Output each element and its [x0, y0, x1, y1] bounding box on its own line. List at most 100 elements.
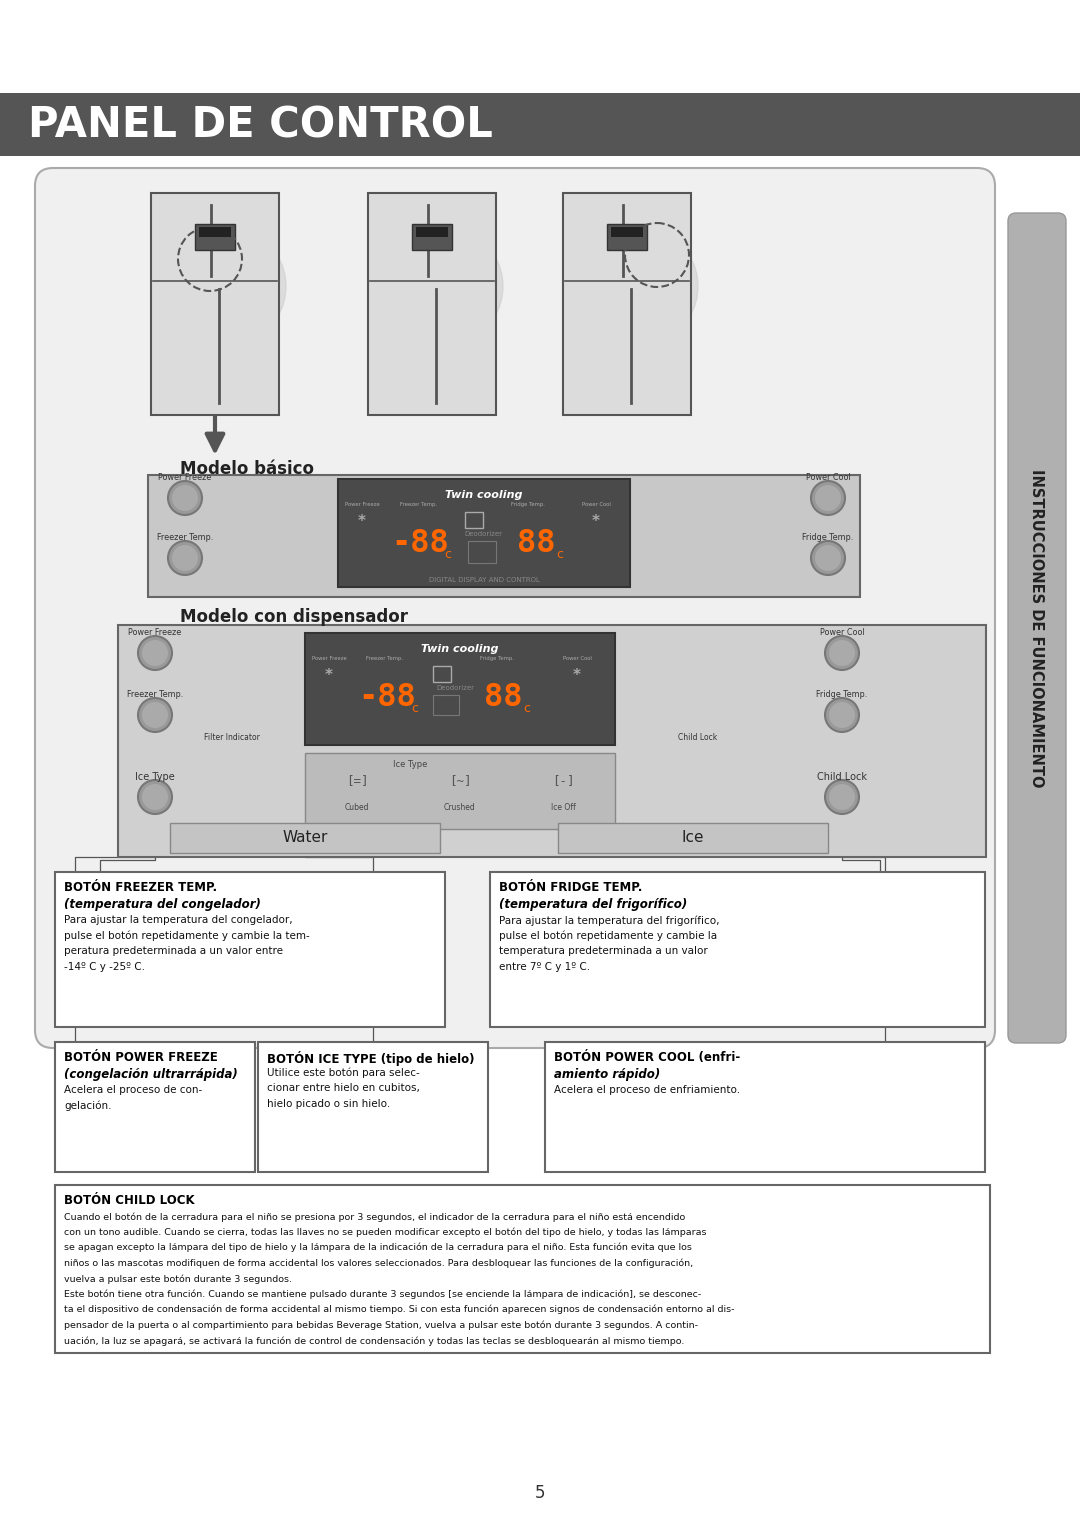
Bar: [607, 225, 647, 251]
Circle shape: [829, 784, 855, 810]
Text: Ice Type: Ice Type: [393, 759, 428, 769]
Text: Modelo básico: Modelo básico: [180, 460, 314, 478]
Text: *: *: [573, 668, 581, 683]
Text: c: c: [523, 701, 530, 715]
Bar: [558, 824, 828, 853]
Text: Power Freeze: Power Freeze: [159, 474, 212, 481]
Ellipse shape: [228, 244, 286, 329]
Text: Deodorizer: Deodorizer: [464, 532, 502, 536]
Circle shape: [811, 541, 845, 575]
Text: BOTÓN POWER COOL (enfri-: BOTÓN POWER COOL (enfri-: [554, 1051, 740, 1063]
Text: Ice Type: Ice Type: [135, 772, 175, 782]
Text: amiento rápido): amiento rápido): [554, 1068, 660, 1080]
Bar: [195, 225, 235, 251]
Bar: [545, 1042, 985, 1172]
Text: Ice: Ice: [681, 831, 704, 845]
Circle shape: [811, 481, 845, 515]
Text: Crushed: Crushed: [444, 804, 476, 813]
Text: Fridge Temp.: Fridge Temp.: [481, 656, 514, 662]
Bar: [199, 228, 231, 237]
Text: -88: -88: [391, 527, 449, 559]
Text: c: c: [444, 547, 451, 561]
Text: [-]: [-]: [552, 775, 575, 787]
Ellipse shape: [445, 244, 503, 329]
Circle shape: [815, 545, 841, 571]
Text: Fridge Temp.: Fridge Temp.: [816, 691, 867, 698]
Text: con un tono audible. Cuando se cierra, todas las llaves no se pueden modificar e: con un tono audible. Cuando se cierra, t…: [64, 1227, 706, 1238]
Text: Power Freeze: Power Freeze: [129, 628, 181, 637]
Bar: [411, 225, 453, 251]
Text: pulse el botón repetidamente y cambie la: pulse el botón repetidamente y cambie la: [499, 931, 717, 941]
Circle shape: [815, 484, 841, 510]
Text: ta el dispositivo de condensación de forma accidental al mismo tiempo. Si con es: ta el dispositivo de condensación de for…: [64, 1305, 734, 1314]
Text: Acelera el proceso de con-: Acelera el proceso de con-: [64, 1085, 202, 1096]
Text: Deodorizer: Deodorizer: [436, 685, 474, 691]
Text: *: *: [592, 513, 600, 529]
Text: *: *: [357, 513, 366, 529]
Circle shape: [825, 636, 859, 669]
Bar: [55, 1186, 990, 1352]
Bar: [563, 193, 691, 416]
Text: Power Cool: Power Cool: [820, 628, 864, 637]
Text: BOTÓN FREEZER TEMP.: BOTÓN FREEZER TEMP.: [64, 882, 217, 894]
Text: entre 7º C y 1º C.: entre 7º C y 1º C.: [499, 961, 590, 972]
Text: se apagan excepto la lámpara del tipo de hielo y la lámpara de la indicación de : se apagan excepto la lámpara del tipo de…: [64, 1242, 692, 1253]
Text: Para ajustar la temperatura del congelador,: Para ajustar la temperatura del congelad…: [64, 915, 293, 924]
Text: Fridge Temp.: Fridge Temp.: [511, 503, 545, 507]
Bar: [368, 193, 496, 416]
Circle shape: [138, 636, 172, 669]
Bar: [305, 753, 615, 830]
Text: Freezer Temp.: Freezer Temp.: [400, 503, 436, 507]
Bar: [465, 512, 483, 529]
Bar: [170, 824, 440, 853]
FancyBboxPatch shape: [1008, 212, 1066, 1044]
Text: temperatura predeterminada a un valor: temperatura predeterminada a un valor: [499, 946, 707, 957]
Text: Child Lock: Child Lock: [816, 772, 867, 782]
Text: Twin cooling: Twin cooling: [421, 643, 499, 654]
Text: 88: 88: [484, 681, 523, 712]
Bar: [55, 872, 445, 1027]
Text: peratura predeterminada a un valor entre: peratura predeterminada a un valor entre: [64, 946, 283, 957]
Text: Freezer Temp.: Freezer Temp.: [366, 656, 404, 662]
Bar: [433, 695, 459, 715]
Text: Ice Off: Ice Off: [551, 804, 576, 813]
Text: INSTRUCCIONES DE FUNCIONAMIENTO: INSTRUCCIONES DE FUNCIONAMIENTO: [1029, 469, 1044, 787]
Text: Power Freeze: Power Freeze: [345, 503, 379, 507]
Circle shape: [138, 779, 172, 814]
Circle shape: [141, 701, 168, 727]
Bar: [416, 228, 448, 237]
Circle shape: [141, 640, 168, 666]
Text: Fridge Temp.: Fridge Temp.: [802, 533, 853, 542]
Text: Child Lock: Child Lock: [678, 733, 717, 743]
Circle shape: [168, 481, 202, 515]
Text: niños o las mascotas modifiquen de forma accidental los valores seleccionados. P: niños o las mascotas modifiquen de forma…: [64, 1259, 693, 1268]
Text: PANEL DE CONTROL: PANEL DE CONTROL: [28, 105, 492, 147]
Text: BOTÓN ICE TYPE (tipo de hielo): BOTÓN ICE TYPE (tipo de hielo): [267, 1051, 474, 1067]
Text: [=]: [=]: [346, 775, 368, 787]
Text: Power Cool: Power Cool: [563, 656, 592, 662]
Text: 88: 88: [516, 527, 555, 559]
Text: BOTÓN FRIDGE TEMP.: BOTÓN FRIDGE TEMP.: [499, 882, 643, 894]
Text: Water: Water: [282, 831, 327, 845]
Bar: [611, 228, 643, 237]
Text: *: *: [325, 668, 333, 683]
Text: vuelva a pulsar este botón durante 3 segundos.: vuelva a pulsar este botón durante 3 seg…: [64, 1274, 292, 1284]
Bar: [433, 666, 451, 681]
Text: -88: -88: [359, 681, 416, 712]
Text: BOTÓN POWER FREEZE: BOTÓN POWER FREEZE: [64, 1051, 218, 1063]
Text: -14º C y -25º C.: -14º C y -25º C.: [64, 961, 145, 972]
Circle shape: [825, 698, 859, 732]
Text: BOTÓN CHILD LOCK: BOTÓN CHILD LOCK: [64, 1193, 194, 1207]
Text: Power Cool: Power Cool: [806, 474, 850, 481]
Text: Freezer Temp.: Freezer Temp.: [157, 533, 213, 542]
Text: pensador de la puerta o al compartimiento para bebidas Beverage Station, vuelva : pensador de la puerta o al compartimient…: [64, 1320, 698, 1329]
Text: cionar entre hielo en cubitos,: cionar entre hielo en cubitos,: [267, 1083, 420, 1094]
Bar: [490, 872, 985, 1027]
Ellipse shape: [640, 244, 698, 329]
Text: Power Cool: Power Cool: [581, 503, 610, 507]
Circle shape: [172, 545, 198, 571]
Circle shape: [138, 698, 172, 732]
Bar: [305, 633, 615, 746]
Bar: [258, 1042, 488, 1172]
Bar: [468, 541, 496, 562]
